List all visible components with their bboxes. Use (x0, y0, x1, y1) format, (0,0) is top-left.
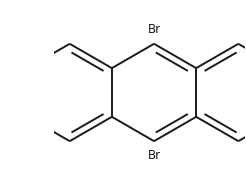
Text: Br: Br (147, 149, 161, 162)
Text: Br: Br (147, 23, 161, 36)
